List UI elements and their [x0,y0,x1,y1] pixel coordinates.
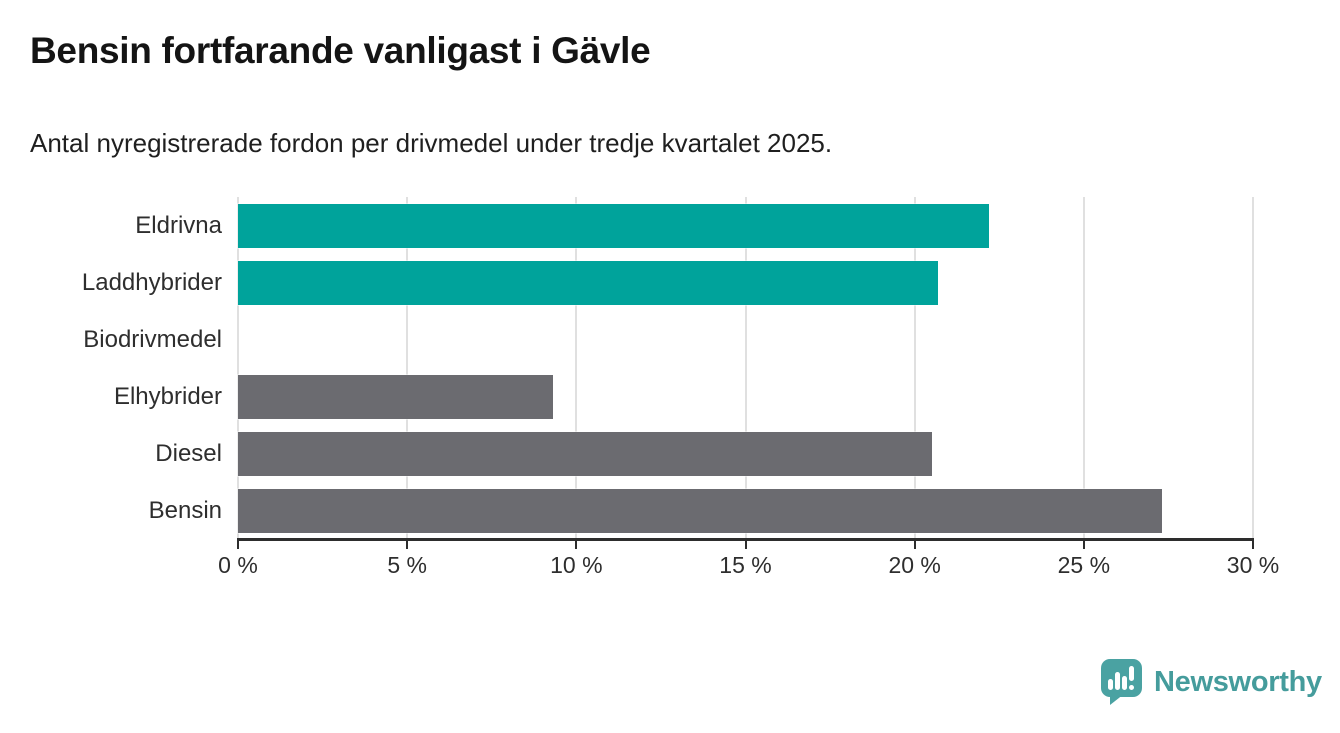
gridline [1082,197,1085,539]
x-axis-tick [1252,540,1254,549]
category-label: Diesel [155,439,222,467]
bar-chart: Eldrivna Laddhybrider Biodrivmedel Elhybrid… [81,197,1280,578]
brand-name: Newsworthy [1154,665,1322,698]
chart-title: Bensin fortfarande vanligast i Gävle [30,30,651,71]
brand-footer: Newsworthy [1100,658,1322,706]
chart-subtitle: Antal nyregistrerade fordon per drivmede… [30,128,833,158]
gridline [406,197,409,539]
x-axis-tick [1082,540,1085,549]
x-axis-tick-label: 0 % [218,552,258,578]
gridline [237,197,239,539]
gridline [913,197,916,539]
x-axis-tick [744,540,747,549]
x-axis-tick [913,540,916,549]
category-label: Bensin [148,496,222,524]
x-axis-tick-label: 25 % [1057,552,1111,578]
gridline [575,197,578,539]
x-axis-line [237,538,1254,541]
gridline [1252,197,1254,539]
x-axis-tick-label: 5 % [387,552,427,578]
x-axis-tick [575,540,578,549]
newsworthy-logo-icon [1101,659,1142,705]
bar-elhybrider [238,374,553,419]
x-axis-tick-label: 20 % [888,552,941,578]
x-axis-tick-label: 30 % [1226,552,1280,578]
bar-eldrivna [238,203,990,248]
category-label: Laddhybrider [81,268,222,296]
x-axis-tick-label: 15 % [719,552,772,578]
x-axis-tick-label: 10 % [550,552,603,578]
x-axis-tick [237,540,239,549]
category-label: Biodrivmedel [83,325,222,353]
gridline [744,197,747,539]
bar-diesel [238,431,932,476]
category-label: Elhybrider [113,382,222,410]
bar-laddhybrider [238,260,939,305]
x-axis-tick [406,540,409,549]
bar-bensin [238,488,1162,533]
category-label: Eldrivna [135,211,222,239]
